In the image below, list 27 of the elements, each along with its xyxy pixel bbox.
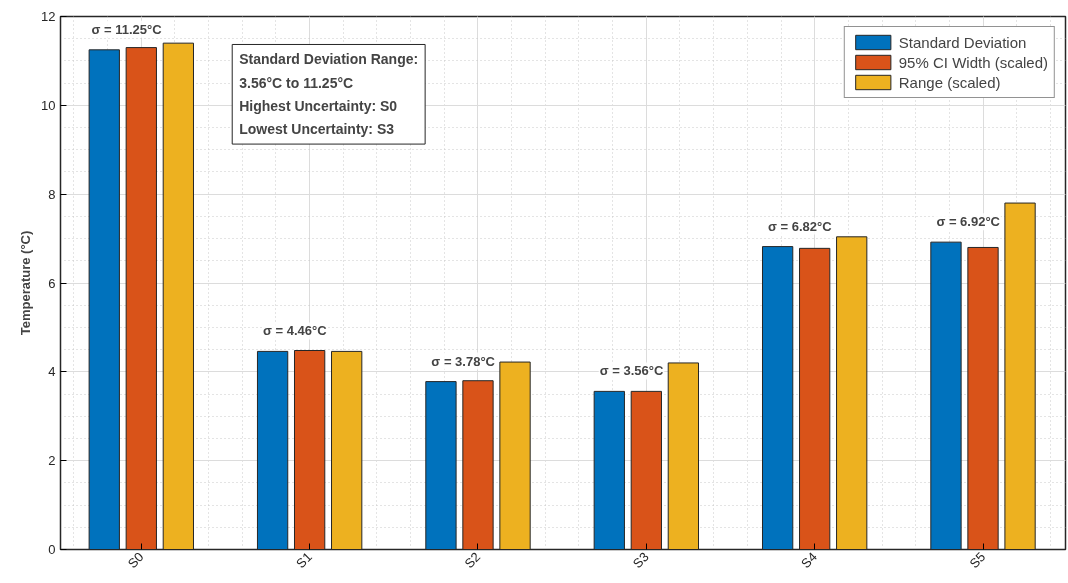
annotation: 3.56°C to 11.25°C — [239, 74, 354, 91]
x-tick-label: S4 — [798, 549, 820, 572]
x-tick-label: S1 — [293, 549, 315, 572]
annotation: Lowest Uncertainty: S3 — [239, 121, 395, 138]
annotation: Highest Uncertainty: S0 — [239, 97, 398, 114]
x-tick-label: S5 — [966, 549, 989, 572]
y-tick-label: 10 — [41, 97, 56, 113]
legend-label: Range (scaled) — [898, 73, 1001, 91]
legend-label: Standard Deviation — [898, 33, 1027, 51]
x-tick-label: S2 — [461, 549, 484, 572]
data-label: σ = 6.82°C — [768, 218, 833, 234]
data-label: σ = 3.56°C — [599, 363, 664, 379]
data-label: σ = 11.25°C — [91, 21, 163, 37]
x-tick-label: S3 — [629, 549, 652, 572]
y-axis-title: Temperature (°C) — [18, 230, 34, 336]
y-tick-label: 2 — [48, 453, 56, 469]
data-label: σ = 4.46°C — [263, 323, 328, 339]
y-tick-label: 12 — [41, 9, 56, 24]
y-tick-label: 6 — [48, 275, 56, 291]
annotation: Standard Deviation Range: — [239, 51, 419, 68]
data-label: σ = 6.92°C — [936, 214, 1001, 230]
x-tick-label: S0 — [124, 549, 147, 572]
y-tick-label: 8 — [48, 186, 56, 202]
legend-label: 95% CI Width (scaled) — [898, 53, 1048, 71]
y-tick-label: 0 — [48, 542, 56, 557]
y-tick-label: 4 — [48, 364, 56, 380]
data-label: σ = 3.78°C — [431, 353, 496, 369]
